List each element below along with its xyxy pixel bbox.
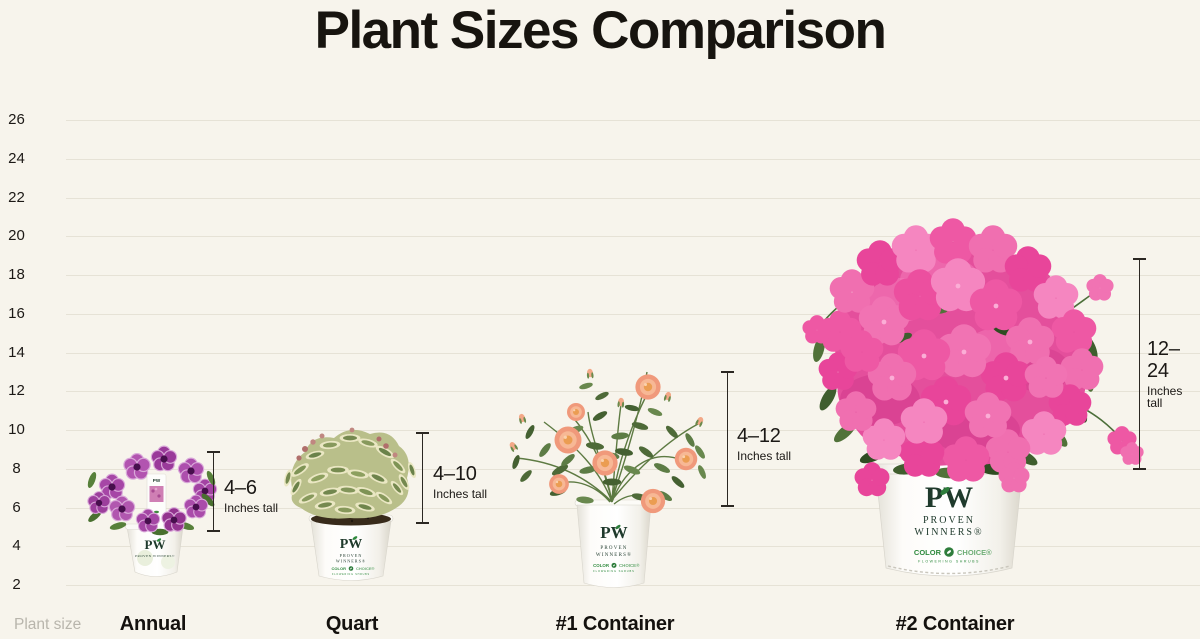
plant-2-container: PW PROVEN WINNERS® COLOR CHOICE® FLOWERI… bbox=[802, 218, 1144, 577]
pot-brand-color: COLOR bbox=[332, 566, 347, 571]
height-range: 4–10 bbox=[433, 463, 477, 485]
y-tick-10: 10 bbox=[8, 421, 25, 438]
pot-brand-proven: PROVEN bbox=[923, 515, 975, 526]
height-range: 12–24 bbox=[1147, 338, 1180, 382]
height-unit: Inches tall bbox=[1147, 384, 1183, 410]
measure-label-2-container: 12–24 Inches tall bbox=[1147, 338, 1200, 409]
y-tick-4: 4 bbox=[12, 537, 21, 554]
plant-quart: PW PROVEN WINNERS® COLOR CHOICE® FLOWERI… bbox=[282, 427, 418, 581]
measure-bracket-1-container bbox=[721, 371, 734, 507]
gridline bbox=[66, 353, 1200, 354]
category-label-1-container: #1 Container bbox=[555, 613, 675, 635]
pot-brand-choice: CHOICE® bbox=[356, 566, 375, 571]
pot-brand-color: COLOR bbox=[914, 548, 942, 557]
y-tick-24: 24 bbox=[8, 150, 25, 167]
y-tick-6: 6 bbox=[12, 499, 21, 516]
bracket-line bbox=[212, 451, 215, 532]
height-range: 4–6 bbox=[224, 477, 257, 499]
pot-brand-choice: CHOICE® bbox=[619, 563, 640, 568]
category-label-2-container: #2 Container bbox=[895, 613, 1015, 635]
y-tick-20: 20 bbox=[8, 227, 25, 244]
pot-brand-flowering-shrubs: FLOWERING SHRUBS bbox=[332, 573, 370, 576]
y-tick-2: 2 bbox=[12, 576, 21, 593]
pot-brand-flowering-shrubs: FLOWERING SHRUBS bbox=[918, 560, 980, 564]
pot-1-container: PW PROVEN WINNERS® COLOR CHOICE® FLOWERI… bbox=[574, 499, 654, 588]
height-unit: Inches tall bbox=[737, 449, 792, 463]
measure-label-quart: 4–10 Inches tall bbox=[433, 463, 487, 500]
category-label-annual: Annual bbox=[119, 613, 187, 635]
y-tick-14: 14 bbox=[8, 344, 25, 361]
pot-logo-pw: PW bbox=[925, 481, 973, 514]
height-range: 4–12 bbox=[737, 425, 781, 447]
pot-brand-proven: PROVEN bbox=[600, 546, 627, 551]
measure-bracket-annual bbox=[207, 451, 220, 532]
pot-logo-pw: PW bbox=[340, 537, 363, 552]
gridline bbox=[66, 120, 1200, 121]
gridline bbox=[66, 236, 1200, 237]
pot-brand-winners: WINNERS® bbox=[596, 552, 632, 558]
gridline bbox=[66, 159, 1200, 160]
height-unit: Inches tall bbox=[224, 501, 279, 515]
pot-logo-pw: PW bbox=[145, 537, 166, 552]
gridline bbox=[66, 314, 1200, 315]
pot-brand-winners: WINNERS® bbox=[336, 559, 366, 564]
pot-brand-line: PROVEN WINNERS® bbox=[135, 553, 175, 558]
measure-label-1-container: 4–12 Inches tall bbox=[737, 425, 791, 462]
gridline bbox=[66, 391, 1200, 392]
pot-brand-choice: CHOICE® bbox=[957, 548, 992, 557]
y-tick-22: 22 bbox=[8, 189, 25, 206]
measure-bracket-quart bbox=[416, 432, 429, 524]
measure-bracket-2-container bbox=[1133, 258, 1146, 470]
pot-brand-flowering-shrubs: FLOWERING SHRUBS bbox=[593, 569, 635, 573]
chart-title: Plant Sizes Comparison bbox=[314, 1, 887, 60]
y-tick-12: 12 bbox=[8, 382, 25, 399]
pot-brand-proven: PROVEN bbox=[340, 553, 363, 558]
gridline bbox=[66, 275, 1200, 276]
bracket-line bbox=[421, 432, 424, 524]
height-unit: Inches tall bbox=[433, 487, 488, 501]
pot-brand-color: COLOR bbox=[593, 563, 610, 568]
y-tick-8: 8 bbox=[12, 460, 21, 477]
plant-annual: PW PROVEN WINNERS® PW bbox=[86, 445, 218, 577]
tag-logo-pw: PW bbox=[153, 478, 161, 483]
y-tick-18: 18 bbox=[8, 266, 25, 283]
y-tick-26: 26 bbox=[8, 111, 25, 128]
bracket-line bbox=[726, 371, 729, 507]
pot-logo-pw: PW bbox=[600, 523, 627, 542]
y-tick-16: 16 bbox=[8, 305, 25, 322]
plant-1-container: PW PROVEN WINNERS® COLOR CHOICE® FLOWERI… bbox=[508, 368, 708, 588]
bracket-line bbox=[1138, 258, 1141, 470]
x-axis-title: Plant size bbox=[14, 616, 82, 633]
category-label-quart: Quart bbox=[325, 613, 379, 635]
measure-label-annual: 4–6 Inches tall bbox=[224, 477, 278, 514]
pot-brand-winners: WINNERS® bbox=[914, 527, 983, 538]
gridline bbox=[66, 198, 1200, 199]
